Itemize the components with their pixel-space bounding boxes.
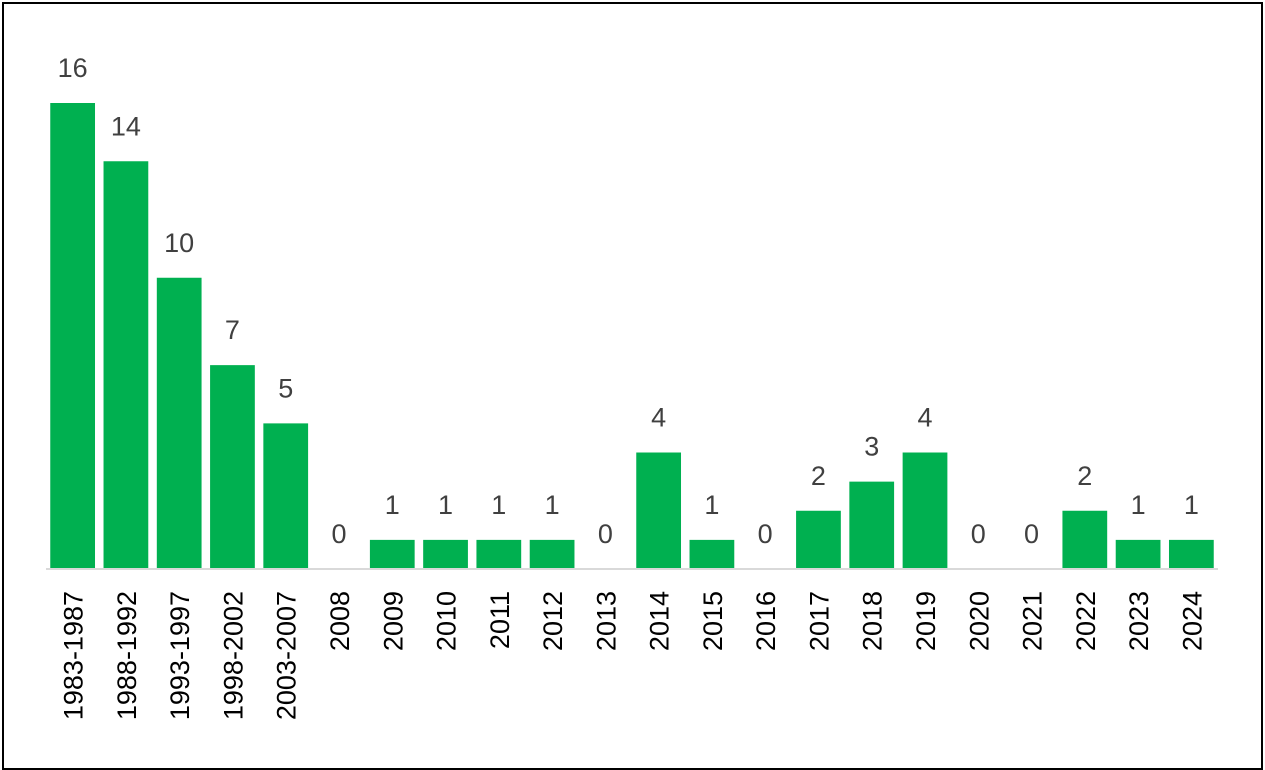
tick-label-2013: 2013 [591,591,621,651]
tick-label-2003-2007: 2003-2007 [272,591,302,720]
data-label-2015: 1 [704,490,719,520]
tick-label-1983-1987: 1983-1987 [59,591,89,720]
bar-2024 [1168,539,1214,570]
tick-label-2018: 2018 [858,591,888,651]
tick-label-2009: 2009 [378,591,408,651]
tick-label-1993-1997: 1993-1997 [165,591,195,720]
bar-1993-1997 [156,277,202,569]
tick-label-2015: 2015 [698,591,728,651]
bar-2010 [423,539,468,570]
bar-2009 [369,539,415,570]
bar-2022 [1062,510,1108,569]
tick-label-1988-1992: 1988-1992 [112,591,142,720]
data-label-2008: 0 [331,519,346,549]
tick-label-2017: 2017 [804,591,834,651]
data-label-2011: 1 [491,490,506,520]
data-label-1998-2002: 7 [225,315,240,345]
data-label-2010: 1 [438,490,453,520]
bar-2003-2007 [263,423,309,570]
data-label-2003-2007: 5 [278,373,293,403]
data-label-2020: 0 [971,519,986,549]
bar-2018 [849,481,895,570]
tick-label-2022: 2022 [1071,591,1101,651]
tick-label-2024: 2024 [1177,591,1207,651]
bar-2017 [796,510,841,569]
data-label-2023: 1 [1131,490,1146,520]
bar-2011 [476,539,522,570]
bar-2015 [689,539,735,570]
data-label-2016: 0 [758,519,773,549]
tick-label-1998-2002: 1998-2002 [218,591,248,720]
bar-1983-1987 [50,103,96,569]
data-label-2012: 1 [545,490,560,520]
bar-2023 [1115,539,1161,570]
data-label-1988-1992: 14 [111,111,141,141]
tick-labels-group: 1983-1987 1988-1992 1993-1997 1998-2002 2003… [59,591,1208,720]
data-label-2022: 2 [1077,461,1092,491]
data-label-2014: 4 [651,403,666,433]
data-label-1983-1987: 16 [58,53,88,83]
bars-group [50,103,1214,570]
data-label-2017: 2 [811,461,826,491]
data-label-2009: 1 [385,490,400,520]
tick-label-2011: 2011 [485,591,515,649]
data-label-2018: 3 [864,432,879,462]
tick-label-2020: 2020 [964,591,994,651]
tick-label-2008: 2008 [325,591,355,651]
data-label-2013: 0 [598,519,613,549]
tick-label-2010: 2010 [432,591,462,651]
data-label-2019: 4 [917,403,932,433]
bar-2012 [529,539,575,570]
tick-label-2023: 2023 [1124,591,1154,651]
tick-label-2016: 2016 [751,591,781,651]
tick-label-2021: 2021 [1018,591,1048,651]
bar-2019 [902,452,948,569]
bar-2014 [636,452,682,569]
bar-1998-2002 [210,365,255,570]
data-label-2021: 0 [1024,519,1039,549]
data-label-1993-1997: 10 [164,228,194,258]
data-label-2024: 1 [1184,490,1199,520]
bar-1988-1992 [103,161,149,569]
tick-label-2014: 2014 [645,591,675,651]
tick-label-2012: 2012 [538,591,568,651]
tick-label-2019: 2019 [911,591,941,651]
